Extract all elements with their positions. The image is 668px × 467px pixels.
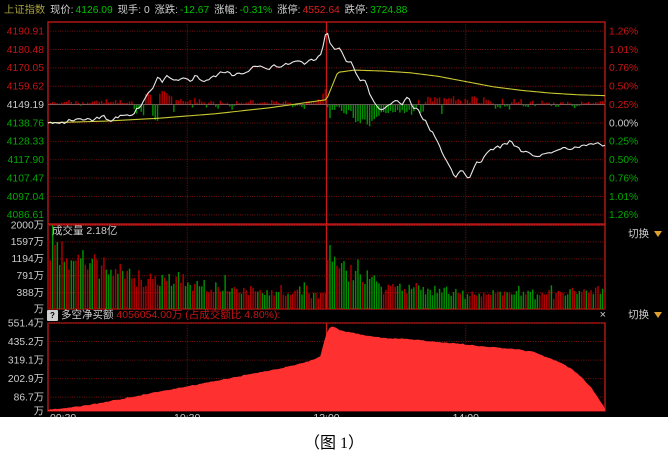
svg-text:0.76%: 0.76% [609, 63, 638, 74]
svg-text:0.00%: 0.00% [609, 118, 638, 129]
svg-text:万: 万 [34, 406, 44, 417]
svg-text:202.9万: 202.9万 [8, 374, 44, 385]
svg-text:319.1万: 319.1万 [8, 355, 44, 366]
svg-text:4097.04: 4097.04 [7, 192, 44, 203]
svg-text:4107.47: 4107.47 [7, 173, 44, 184]
svg-text:4138.76: 4138.76 [7, 118, 44, 129]
svg-text:388万: 388万 [17, 288, 44, 299]
svg-text:2000万: 2000万 [11, 220, 44, 231]
svg-text:0.50%: 0.50% [609, 155, 638, 166]
svg-text:1.01%: 1.01% [609, 192, 638, 203]
svg-text:1194万: 1194万 [12, 254, 44, 265]
svg-text:791万: 791万 [17, 271, 44, 282]
svg-text:0.25%: 0.25% [609, 100, 638, 111]
svg-text:1597万: 1597万 [11, 237, 44, 248]
svg-text:0.76%: 0.76% [609, 173, 638, 184]
svg-text:0.25%: 0.25% [609, 137, 638, 148]
svg-text:4159.62: 4159.62 [7, 82, 44, 93]
svg-text:4190.91: 4190.91 [7, 27, 44, 38]
svg-text:0.50%: 0.50% [609, 82, 638, 93]
svg-text:10:30: 10:30 [174, 412, 200, 417]
svg-text:86.7万: 86.7万 [14, 393, 44, 404]
svg-text:09:30: 09:30 [50, 412, 76, 417]
svg-text:1.01%: 1.01% [609, 45, 638, 56]
svg-text:1.26%: 1.26% [609, 210, 638, 221]
svg-text:成交量 2.18亿: 成交量 2.18亿 [52, 224, 117, 237]
svg-text:435.2万: 435.2万 [8, 337, 44, 348]
svg-text:4149.19: 4149.19 [7, 100, 44, 111]
svg-text:4128.33: 4128.33 [7, 137, 44, 148]
svg-text:4180.48: 4180.48 [7, 45, 44, 56]
svg-text:13:00: 13:00 [313, 412, 339, 417]
svg-text:4170.05: 4170.05 [7, 63, 44, 74]
svg-text:14:00: 14:00 [453, 412, 479, 417]
svg-text:1.26%: 1.26% [609, 27, 638, 38]
svg-text:4117.90: 4117.90 [8, 155, 45, 166]
